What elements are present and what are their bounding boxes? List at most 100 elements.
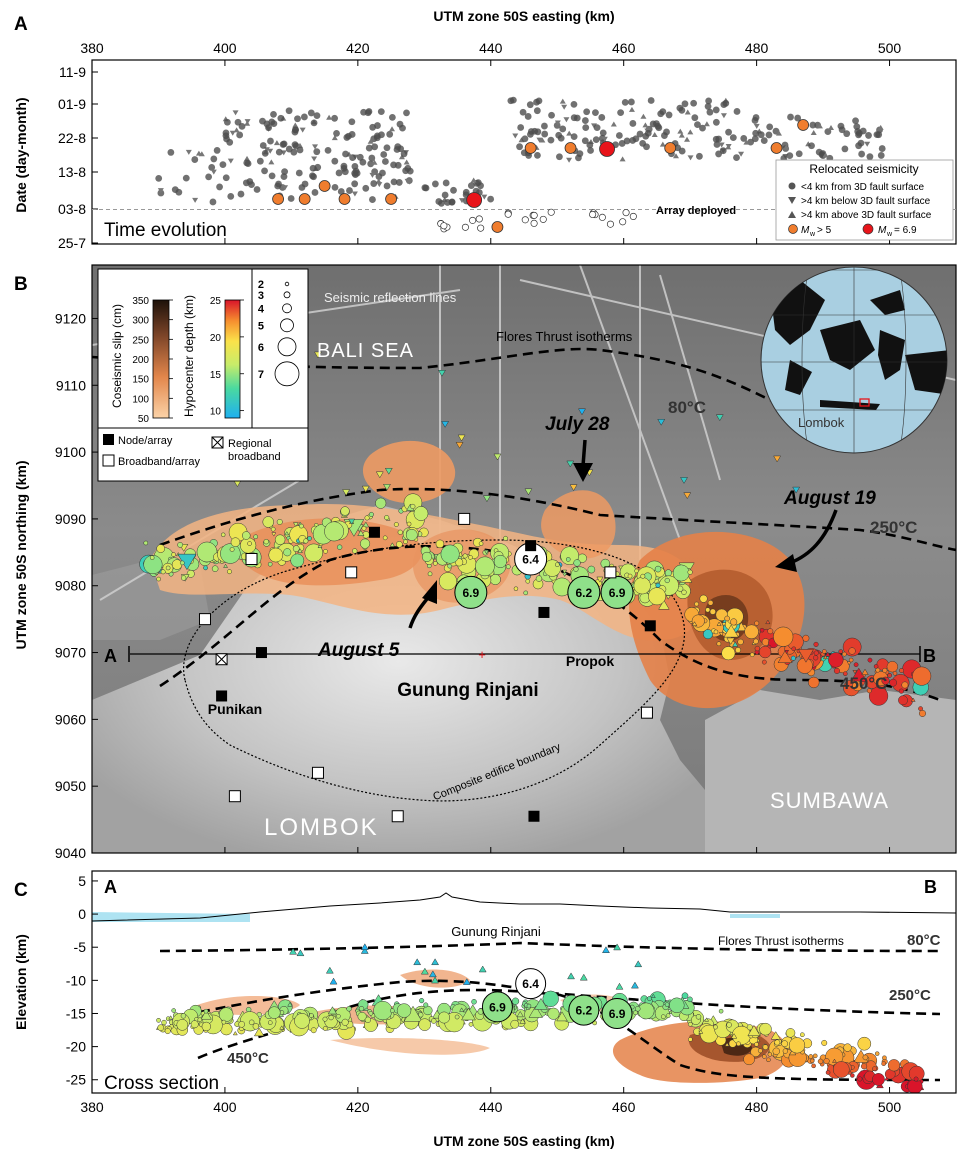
event-below-marker — [512, 133, 519, 139]
pre-array-event — [440, 222, 448, 230]
event-marker — [875, 131, 883, 139]
event-marker — [766, 123, 774, 131]
map-event — [475, 556, 495, 577]
map-event — [868, 686, 889, 706]
map-event-below — [721, 622, 727, 627]
event-marker — [747, 138, 755, 146]
map-event — [709, 608, 716, 615]
mainshock-label: 6.2 — [575, 586, 592, 600]
lombok-location-box — [859, 398, 870, 407]
event-marker — [331, 114, 338, 122]
map-event — [433, 561, 438, 566]
pre-array-event — [530, 211, 538, 219]
event-marker — [725, 128, 732, 136]
event-marker — [629, 137, 637, 144]
event-marker — [699, 124, 706, 132]
event-below-marker — [299, 127, 306, 133]
map-event-below — [680, 477, 688, 484]
event-marker — [715, 135, 723, 143]
map-event — [730, 618, 738, 626]
section-event — [510, 1019, 520, 1029]
event-marker — [808, 142, 815, 150]
event-marker — [374, 122, 381, 129]
legend-node-label: Node/array — [118, 435, 173, 447]
event-marker — [713, 141, 721, 148]
event-marker — [244, 160, 252, 167]
july-28-arrowhead — [573, 463, 593, 482]
event-marker — [582, 124, 590, 132]
august-5-arrowhead — [422, 580, 437, 604]
event-below-marker — [263, 147, 270, 153]
event-marker — [227, 192, 235, 200]
section-mainshock-label: 6.4 — [522, 977, 539, 991]
event-marker — [841, 145, 849, 153]
bottom-tick-label: 480 — [745, 1099, 769, 1115]
map-event — [375, 497, 387, 509]
elevation-tick-label: -5 — [74, 939, 87, 955]
mw-gt-5-marker — [338, 193, 351, 205]
event-marker — [690, 99, 698, 107]
section-event — [736, 1041, 741, 1047]
map-event-below — [342, 489, 351, 497]
map-event — [640, 573, 646, 579]
event-marker — [444, 199, 451, 206]
event-below-marker — [192, 197, 199, 203]
map-event — [493, 554, 507, 569]
northing-tick-label: 9090 — [55, 511, 86, 527]
sumbawa-land — [705, 690, 956, 853]
legend-mw5-sub: w — [809, 231, 816, 238]
map-event — [699, 594, 708, 603]
event-marker — [337, 188, 345, 195]
section-event — [203, 1008, 209, 1014]
event-marker — [786, 152, 794, 160]
event-marker — [300, 113, 308, 121]
section-event — [368, 1011, 374, 1016]
event-marker — [437, 200, 445, 207]
event-marker — [208, 164, 216, 171]
event-marker — [367, 160, 375, 168]
section-event-above — [232, 1030, 238, 1036]
event-marker — [760, 137, 768, 145]
section-event — [782, 1048, 789, 1054]
broadband-station — [640, 706, 653, 719]
event-marker — [467, 182, 475, 190]
august-19-arrowhead — [775, 554, 797, 572]
bottom-tick-label: 380 — [80, 1099, 104, 1115]
depth-colorbar — [224, 299, 241, 419]
map-event-below — [375, 471, 384, 479]
map-event — [892, 671, 898, 676]
map-event — [754, 645, 761, 652]
mw-gt-5-marker — [491, 221, 504, 233]
mw-69-marker — [599, 141, 615, 157]
map-event-below — [792, 486, 801, 494]
map-event-below — [455, 442, 464, 449]
map-event — [899, 668, 905, 674]
section-event — [157, 1024, 165, 1032]
event-below-marker — [282, 185, 289, 191]
magnitude-label: 7 — [258, 369, 264, 381]
legend-near-marker — [788, 182, 796, 190]
pre-array-event — [469, 216, 477, 224]
legend-mw5-suffix: > 5 — [817, 225, 832, 236]
map-event-above — [861, 668, 869, 675]
event-below-marker — [157, 188, 164, 194]
mainshock-ball — [567, 575, 601, 609]
map-event — [368, 511, 374, 517]
event-marker — [280, 173, 288, 181]
event-marker — [362, 184, 370, 192]
section-iso-450-label: 450°C — [227, 1050, 269, 1067]
event-marker — [370, 180, 378, 187]
map-event — [705, 607, 711, 613]
event-marker — [285, 107, 293, 115]
map-event — [406, 521, 412, 527]
event-marker — [380, 151, 388, 158]
event-marker — [644, 129, 652, 137]
shallow-event — [413, 958, 422, 966]
event-marker — [287, 195, 295, 202]
event-above-marker — [642, 122, 649, 128]
event-above-marker — [195, 150, 202, 156]
event-marker — [533, 107, 541, 115]
section-event — [156, 1018, 161, 1023]
panel-a-legend: Relocated seismicity <4 km from 3D fault… — [775, 159, 954, 241]
map-event — [648, 587, 666, 606]
